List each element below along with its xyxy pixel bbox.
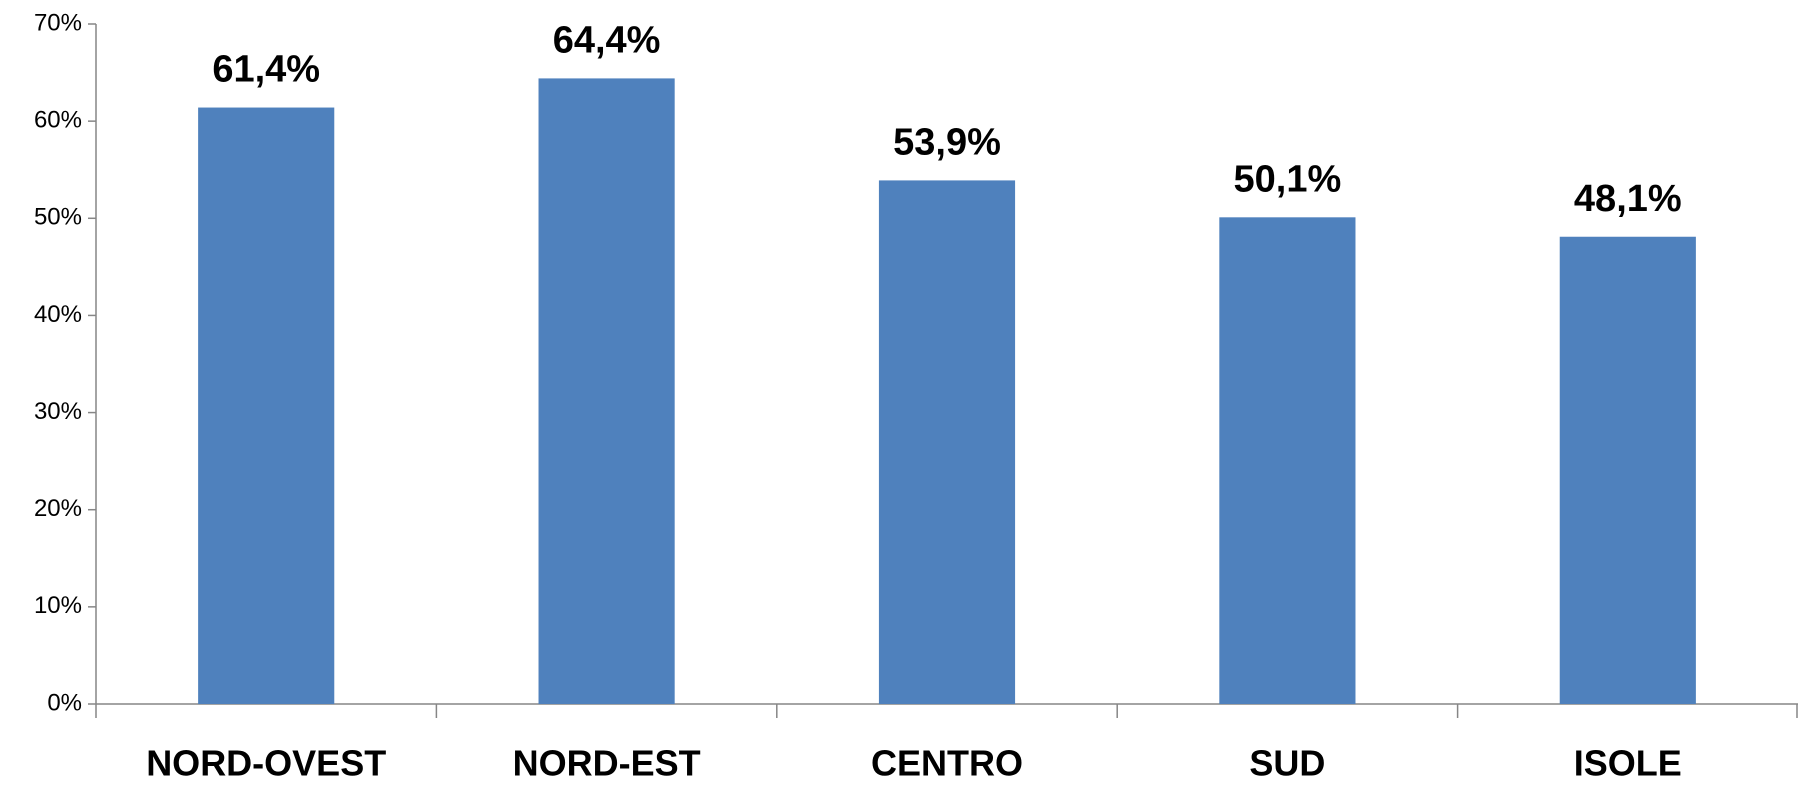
x-tick-label: NORD-OVEST	[146, 743, 386, 784]
x-tick-label: NORD-EST	[513, 743, 701, 784]
x-tick-label: ISOLE	[1574, 743, 1682, 784]
x-tick-label: CENTRO	[871, 743, 1023, 784]
bar	[1219, 217, 1356, 705]
y-tick-label: 20%	[34, 495, 82, 522]
y-tick-label: 10%	[34, 592, 82, 619]
value-label: 48,1%	[1574, 178, 1682, 220]
value-label: 53,9%	[893, 121, 1001, 163]
y-tick-label: 30%	[34, 398, 82, 425]
bar	[538, 78, 675, 704]
value-label: 64,4%	[553, 19, 661, 61]
value-label: 61,4%	[212, 49, 320, 91]
bar	[1559, 236, 1696, 704]
y-tick-label: 50%	[34, 204, 82, 231]
x-tick-label: SUD	[1249, 743, 1325, 784]
y-tick-label: 60%	[34, 106, 82, 133]
bar	[198, 107, 335, 705]
y-tick-label: 0%	[47, 689, 82, 716]
y-tick-label: 40%	[34, 301, 82, 328]
y-tick-label: 70%	[34, 9, 82, 36]
value-label: 50,1%	[1234, 158, 1342, 200]
bar	[878, 180, 1016, 704]
